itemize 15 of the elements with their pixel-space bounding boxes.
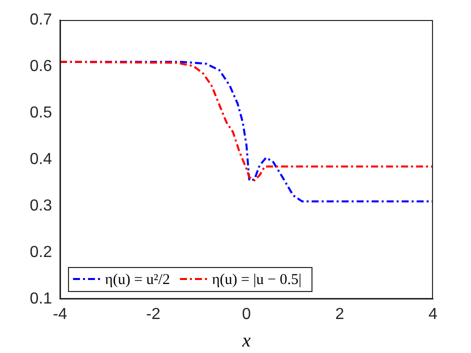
x-tick-label: -4 [52,306,68,324]
y-tick-label: 0.7 [30,11,52,28]
y-tick-label: 0.6 [30,58,52,75]
legend-label: η(u) = |u − 0.5| [212,272,302,288]
x-tick-label: -2 [146,306,160,324]
x-tick-label: 2 [335,306,344,324]
y-tick-label: 0.2 [30,244,52,261]
y-tick-label: 0.5 [30,104,52,122]
x-axis-title: x [241,330,252,352]
y-tick-label: 0.4 [30,150,52,168]
legend-label: η(u) = u²/2 [105,272,170,288]
y-tick-label: 0.3 [30,197,52,214]
y-tick-label: 0.1 [30,290,52,308]
x-tick-label: 0 [242,306,252,324]
x-tick-label: 4 [428,306,438,324]
